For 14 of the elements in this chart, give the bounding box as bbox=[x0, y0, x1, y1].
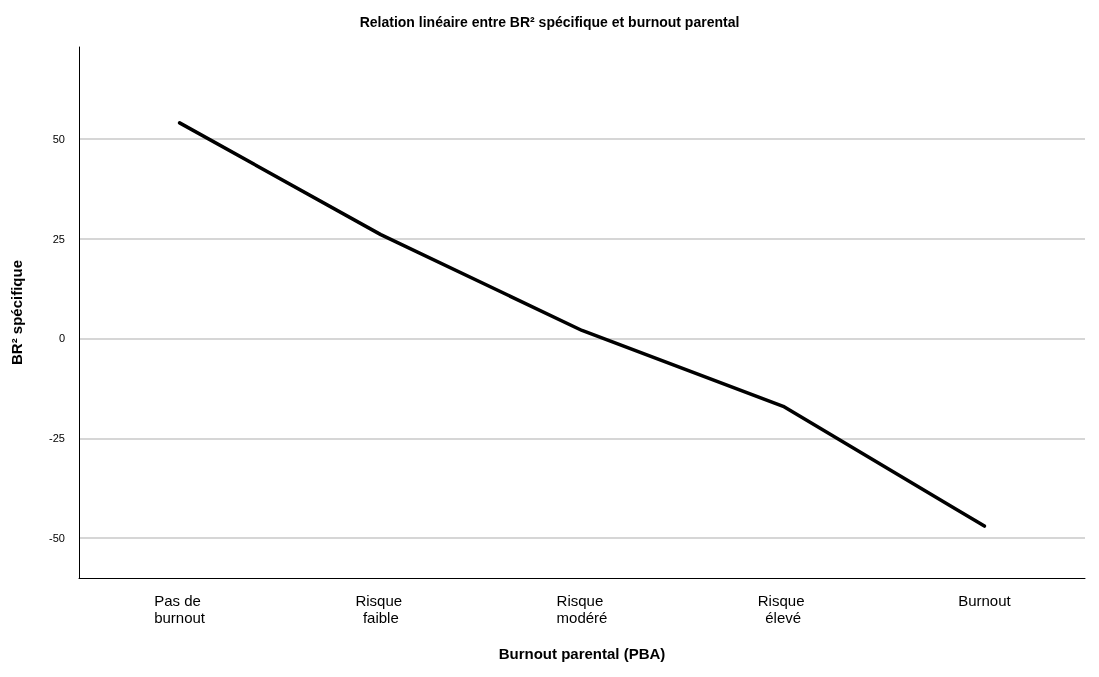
x-tick-label: Risque modéré bbox=[556, 592, 608, 626]
y-tick-label: -25 bbox=[49, 432, 65, 445]
chart-title: Relation linéaire entre BR² spécifique et burnout parental bbox=[359, 14, 740, 30]
y-tick-label: 25 bbox=[52, 232, 65, 245]
x-tick-label: Burnout bbox=[958, 592, 1012, 609]
y-axis-title: BR² spécifique bbox=[8, 259, 25, 366]
y-tick-label: -50 bbox=[49, 532, 65, 545]
x-tick-label: Pas de burnout bbox=[154, 592, 206, 626]
x-tick-label: Risque faible bbox=[355, 592, 407, 626]
x-tick-label: Risque élevé bbox=[757, 592, 809, 626]
x-axis-title: Burnout parental (PBA) bbox=[498, 645, 666, 662]
line-series bbox=[177, 121, 987, 528]
y-tick-label: 50 bbox=[52, 132, 65, 145]
y-tick-label: 0 bbox=[58, 332, 65, 345]
